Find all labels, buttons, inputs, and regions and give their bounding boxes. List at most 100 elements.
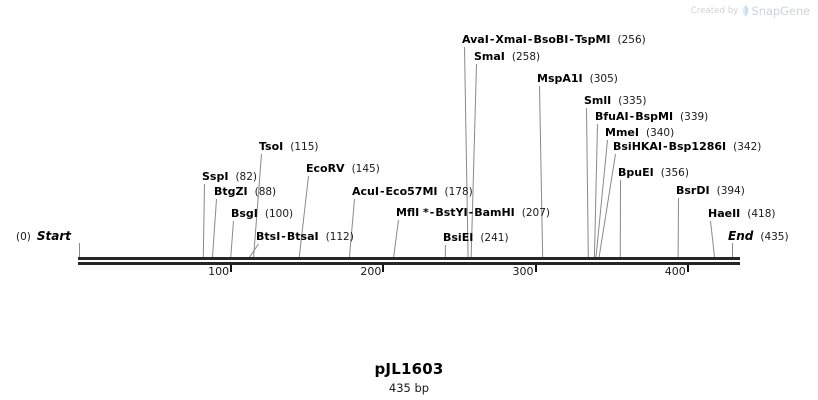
enzyme-name-separator: - <box>281 230 286 243</box>
ruler-tick <box>230 265 233 272</box>
terminal-name: Start <box>36 229 72 243</box>
watermark-created-by-label: Created by <box>690 6 739 16</box>
leader-line <box>393 219 399 259</box>
map-title-block: pJL1603 435 bp <box>0 360 818 395</box>
terminal-position-label: (435) <box>760 231 789 243</box>
enzyme-name: BsrDI <box>676 184 710 197</box>
enzyme-name-separator: - <box>379 185 385 198</box>
enzyme-name: MflI <box>396 206 420 219</box>
enzyme-name: BtsI <box>256 230 281 243</box>
enzyme-name: Bsp1286I <box>668 140 727 153</box>
enzyme-position-label: (340) <box>645 127 675 139</box>
ruler-tick <box>686 265 689 272</box>
leader-line <box>470 63 477 259</box>
enzyme-site-label[interactable]: SmaI (258) <box>474 50 541 64</box>
enzyme-site-label[interactable]: HaeII (418) <box>708 207 776 221</box>
ruler-tick-label: 200 <box>360 265 382 278</box>
enzyme-name: HaeII <box>708 207 741 220</box>
leader-line <box>619 179 621 259</box>
enzyme-position-label: (335) <box>618 95 647 107</box>
enzyme-name: BsiEI <box>443 231 474 244</box>
snapgene-leaf-icon <box>742 5 749 17</box>
leader-line <box>79 243 80 258</box>
enzyme-name: BsoBI <box>533 33 569 46</box>
leader-line <box>677 197 679 259</box>
enzyme-site-label[interactable]: BpuEI (356) <box>618 166 689 180</box>
leader-line <box>211 198 217 259</box>
enzyme-site-label[interactable]: MspA1I (305) <box>537 72 618 86</box>
enzyme-position-label: (305) <box>589 73 618 85</box>
watermark-brand-label: SnapGene <box>751 4 811 18</box>
enzyme-site-label[interactable]: BtgZI (88) <box>214 185 277 199</box>
enzyme-position-label: (258) <box>511 51 541 63</box>
enzyme-name: AcuI <box>352 185 379 198</box>
enzyme-name: SmlI <box>584 94 612 107</box>
enzyme-name-separator: - <box>569 33 574 46</box>
enzyme-site-label[interactable]: EcoRV (145) <box>306 162 380 176</box>
enzyme-site-label[interactable]: BsiHKAI-Bsp1286I (342) <box>613 140 762 154</box>
enzyme-site-label[interactable]: TsoI (115) <box>259 141 319 154</box>
enzyme-position-label: (88) <box>254 186 277 198</box>
enzyme-position-label: (342) <box>733 141 762 153</box>
enzyme-name-separator: - <box>663 140 668 153</box>
enzyme-position-label: (145) <box>351 163 380 175</box>
terminal-name: End <box>728 229 754 243</box>
terminal-label-start[interactable]: (0) Start <box>16 230 71 243</box>
enzyme-position-label: (339) <box>680 111 709 123</box>
enzyme-name: BtgZI <box>214 185 248 198</box>
plasmid-size: 435 bp <box>388 381 430 395</box>
leader-line <box>202 183 205 258</box>
enzyme-name-separator: - <box>489 33 495 46</box>
enzyme-site-label[interactable]: BsrDI (394) <box>676 184 745 198</box>
enzyme-name: AvaI <box>462 33 489 46</box>
enzyme-name: BamHI <box>474 206 515 219</box>
enzyme-name-separator: - <box>468 206 474 219</box>
leader-line <box>732 243 733 258</box>
enzyme-site-label[interactable]: SmlI (335) <box>584 94 647 108</box>
enzyme-name-separator: - <box>527 33 533 46</box>
enzyme-name: SspI <box>202 170 229 183</box>
enzyme-position-label: (115) <box>290 141 319 153</box>
enzyme-position-label: (256) <box>617 34 646 46</box>
leader-line <box>464 46 469 258</box>
terminal-position-label: (0) <box>16 231 31 243</box>
enzyme-site-label[interactable]: MmeI (340) <box>605 127 675 140</box>
enzyme-site-label[interactable]: AvaI-XmaI-BsoBI-TspMI (256) <box>462 33 646 47</box>
enzyme-position-label: (100) <box>264 208 294 220</box>
terminal-label-end[interactable]: End (435) <box>728 230 789 243</box>
ruler-tick <box>382 265 385 272</box>
enzyme-site-label[interactable]: BsiEI (241) <box>443 231 509 245</box>
ruler-tick-label: 400 <box>664 265 686 278</box>
enzyme-name: BtsaI <box>286 230 319 243</box>
leader-line <box>539 85 544 258</box>
ruler-tick <box>534 265 537 272</box>
enzyme-name: XmaI <box>495 33 527 46</box>
enzyme-site-label[interactable]: BfuAI-BspMI (339) <box>595 110 709 124</box>
enzyme-name: EcoRV <box>306 162 345 175</box>
enzyme-position-label: (241) <box>480 232 509 244</box>
enzyme-name: BpuEI <box>618 166 654 179</box>
enzyme-site-label[interactable]: BtsI-BtsaI (112) <box>256 230 354 244</box>
ruler-tick-label: 300 <box>512 265 534 278</box>
enzyme-position-label: (394) <box>716 185 745 197</box>
enzyme-position-label: (178) <box>444 186 473 198</box>
enzyme-site-label[interactable]: MflI *-BstYI-BamHI (207) <box>396 206 551 220</box>
enzyme-name: MspA1I <box>537 72 583 85</box>
enzyme-name: BsiHKAI <box>613 140 663 153</box>
enzyme-site-label[interactable]: AcuI-Eco57MI (178) <box>352 185 473 199</box>
enzyme-name: BsgI <box>231 207 258 220</box>
enzyme-name: BspMI <box>635 110 674 123</box>
enzyme-site-label[interactable]: BsgI (100) <box>231 207 294 221</box>
ruler-tick-label: 100 <box>208 265 230 278</box>
enzyme-position-label: (418) <box>747 208 776 220</box>
enzyme-name: Eco57MI <box>385 185 438 198</box>
enzyme-position-label: (207) <box>521 207 551 219</box>
plasmid-name: pJL1603 <box>374 360 444 378</box>
ruler-line-upper <box>78 257 740 260</box>
enzyme-name: TspMI <box>574 33 611 46</box>
enzyme-site-label[interactable]: SspI (82) <box>202 170 257 184</box>
enzyme-name: SmaI <box>474 50 505 63</box>
enzyme-position-label: (356) <box>660 167 689 179</box>
enzyme-position-label: (112) <box>325 231 354 243</box>
